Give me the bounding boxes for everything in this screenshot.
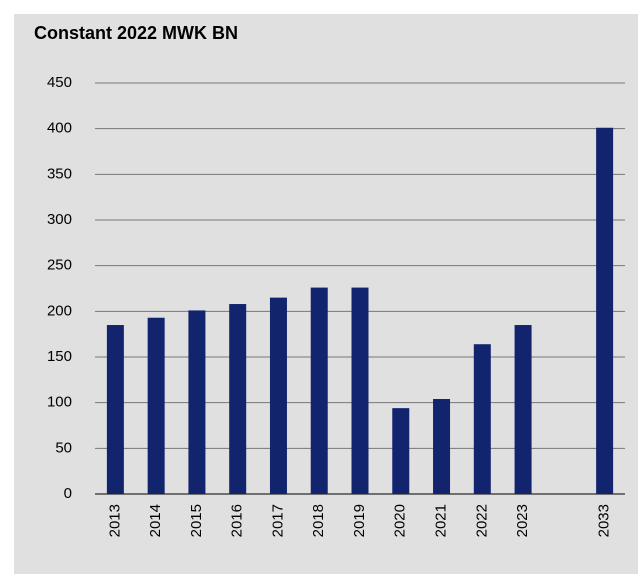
- y-tick-label: 400: [47, 120, 72, 137]
- bar: [310, 287, 328, 494]
- bar: [596, 127, 614, 495]
- x-tick-label: 2021: [433, 504, 450, 537]
- x-tick-label: 2017: [269, 504, 286, 537]
- bar: [229, 304, 247, 494]
- x-tick-label: 2016: [229, 504, 246, 537]
- y-tick-label: 150: [47, 348, 72, 365]
- bar: [269, 297, 287, 494]
- x-tick-label: 2033: [596, 504, 613, 537]
- bar: [473, 344, 491, 494]
- x-tick-label: 2020: [392, 504, 409, 537]
- x-tick-label: 2022: [473, 504, 490, 537]
- bar: [392, 408, 410, 494]
- x-tick-label: 2023: [514, 504, 531, 537]
- y-tick-label: 300: [47, 211, 72, 228]
- bar: [351, 287, 369, 494]
- bar: [188, 310, 206, 494]
- y-tick-label: 200: [47, 302, 72, 319]
- x-tick-label: 2014: [147, 504, 164, 537]
- y-tick-label: 450: [47, 74, 72, 91]
- bar: [106, 325, 124, 494]
- x-tick-label: 2013: [106, 504, 123, 537]
- bar: [147, 317, 165, 494]
- x-tick-label: 2018: [310, 504, 327, 537]
- y-tick-label: 50: [55, 439, 72, 456]
- bar: [514, 325, 532, 494]
- y-tick-label: 0: [64, 485, 72, 502]
- y-tick-label: 100: [47, 394, 72, 411]
- y-tick-label: 250: [47, 257, 72, 274]
- x-tick-label: 2015: [188, 504, 205, 537]
- y-tick-label: 350: [47, 165, 72, 182]
- chart-title: Constant 2022 MWK BN: [34, 23, 238, 43]
- bar: [433, 399, 451, 494]
- x-tick-label: 2019: [351, 504, 368, 537]
